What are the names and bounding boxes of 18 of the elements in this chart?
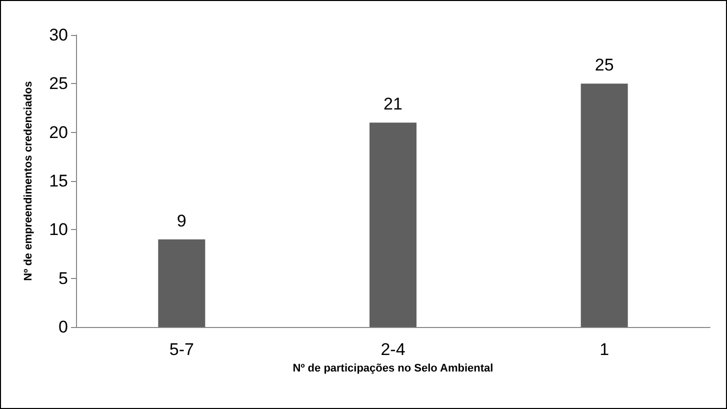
y-tick-label: 25 — [49, 74, 68, 94]
y-tick-label: 15 — [49, 172, 68, 190]
y-tick-label: 0 — [58, 318, 68, 336]
y-tick-label: 10 — [49, 220, 68, 240]
y-tick-label: 5 — [58, 268, 68, 288]
data-label: 25 — [594, 56, 614, 75]
x-tick-label: 1 — [600, 340, 610, 359]
x-tick-label: 5-7 — [169, 340, 194, 359]
bar — [370, 122, 416, 327]
y-tick-label: 20 — [49, 122, 68, 142]
data-label: 9 — [176, 211, 186, 230]
y-tick-label: 30 — [49, 26, 68, 44]
x-axis-title: Nº de participações no Selo Ambiental — [292, 362, 494, 374]
bar — [580, 84, 628, 327]
x-tick-label: 2-4 — [380, 340, 406, 359]
data-label: 21 — [384, 94, 402, 114]
y-axis-title: Nº de empreendimentos credenciados — [22, 81, 34, 281]
bar — [158, 239, 206, 327]
